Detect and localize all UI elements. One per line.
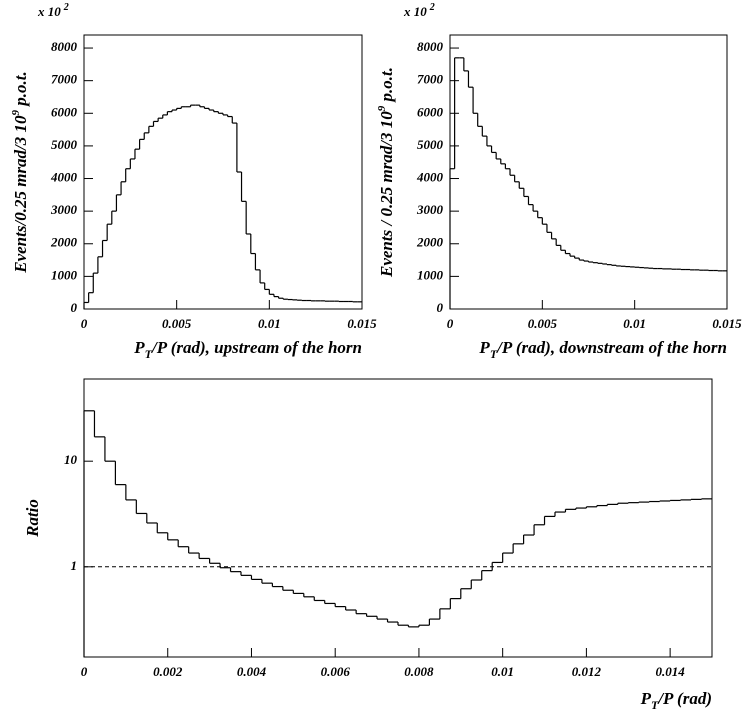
x-label-sub: T xyxy=(651,698,659,712)
y-tick-label: 5000 xyxy=(51,137,78,152)
x-tick-label: 0 xyxy=(447,316,454,331)
x-tick-label: 0.002 xyxy=(153,664,183,679)
y-tick-label: 4000 xyxy=(50,170,78,185)
x-label-main: P xyxy=(478,338,490,357)
y-label-main: Events/0.25 mrad/3 10 xyxy=(11,115,30,274)
y-tick-label: 2000 xyxy=(50,235,78,250)
y-tick-label: 10 xyxy=(64,452,78,467)
axis-multiplier: x 10 2 xyxy=(403,2,435,19)
x-axis-label: PT/P (rad), downstream of the horn xyxy=(478,338,727,361)
x-tick-label: 0.012 xyxy=(572,664,602,679)
multiplier-exp: 2 xyxy=(429,2,435,13)
y-label-rest: p.o.t. xyxy=(11,71,30,110)
y-tick-label: 7000 xyxy=(417,72,444,87)
y-tick-label: 0 xyxy=(437,300,444,315)
y-label-main: Ratio xyxy=(23,499,42,538)
y-tick-label: 5000 xyxy=(417,137,444,152)
y-tick-label: 8000 xyxy=(417,39,444,54)
x-tick-label: 0.008 xyxy=(404,664,434,679)
x-label-rest: /P (rad) xyxy=(656,689,712,708)
y-tick-label: 3000 xyxy=(416,202,444,217)
y-tick-label: 1000 xyxy=(51,267,78,282)
y-tick-label: 6000 xyxy=(51,104,78,119)
x-tick-label: 0 xyxy=(81,316,88,331)
plot-frame xyxy=(449,34,728,310)
x-tick-label: 0.014 xyxy=(656,664,686,679)
x-tick-label: 0.004 xyxy=(237,664,267,679)
y-axis-label: Events / 0.25 mrad/3 109 p.o.t. xyxy=(376,67,396,278)
plot-frame xyxy=(83,378,713,658)
y-tick-label: 2000 xyxy=(416,235,444,250)
panel: 0 0.005 0.01 0.015 0 1000 2000 3000 4000 5000 6000… xyxy=(10,2,377,361)
multiplier-base: x 10 xyxy=(403,4,427,19)
x-label-sub: T xyxy=(490,347,498,361)
axis-multiplier: x 10 2 xyxy=(37,2,69,19)
multiplier-base: x 10 xyxy=(37,4,61,19)
y-tick-label: 7000 xyxy=(51,72,78,87)
x-label-main: P xyxy=(640,689,652,708)
y-tick-label: 6000 xyxy=(417,104,444,119)
y-tick-label: 8000 xyxy=(51,39,78,54)
x-tick-label: 0.005 xyxy=(162,316,192,331)
x-axis-label: PT/P (rad), upstream of the horn xyxy=(133,338,362,361)
x-tick-label: 0.015 xyxy=(712,316,742,331)
x-tick-label: 0.01 xyxy=(258,316,281,331)
x-axis-label: PT/P (rad) xyxy=(640,689,712,712)
y-tick-label: 4000 xyxy=(416,170,444,185)
y-tick-label: 1 xyxy=(71,558,78,573)
y-label-main: Events / 0.25 mrad/3 10 xyxy=(377,111,396,278)
x-tick-label: 0 xyxy=(81,664,88,679)
y-axis-label: Events/0.25 mrad/3 109 p.o.t. xyxy=(10,71,30,274)
x-tick-label: 0.015 xyxy=(347,316,377,331)
y-tick-label: 0 xyxy=(71,300,78,315)
y-label-rest: p.o.t. xyxy=(377,67,396,106)
x-label-rest: /P (rad), upstream of the horn xyxy=(150,338,362,357)
y-label-sup: 9 xyxy=(10,109,22,115)
x-label-sub: T xyxy=(145,347,153,361)
x-label-rest: /P (rad), downstream of the horn xyxy=(495,338,727,357)
panel: 0 0.002 0.004 0.006 0.008 0.01 0.012 0.014 1 10 Ra… xyxy=(23,378,713,712)
plot-frame xyxy=(83,34,363,310)
x-tick-label: 0.01 xyxy=(623,316,646,331)
y-axis-label: Ratio xyxy=(23,499,42,538)
x-tick-label: 0.005 xyxy=(528,316,558,331)
y-label-sup: 9 xyxy=(376,105,388,111)
x-label-main: P xyxy=(133,338,145,357)
y-tick-label: 1000 xyxy=(417,267,444,282)
y-tick-label: 3000 xyxy=(50,202,78,217)
multiplier-exp: 2 xyxy=(63,2,69,13)
x-tick-label: 0.006 xyxy=(321,664,351,679)
panel: 0 0.005 0.01 0.015 0 1000 2000 3000 4000 5000 6000… xyxy=(376,2,742,361)
x-tick-label: 0.01 xyxy=(491,664,514,679)
